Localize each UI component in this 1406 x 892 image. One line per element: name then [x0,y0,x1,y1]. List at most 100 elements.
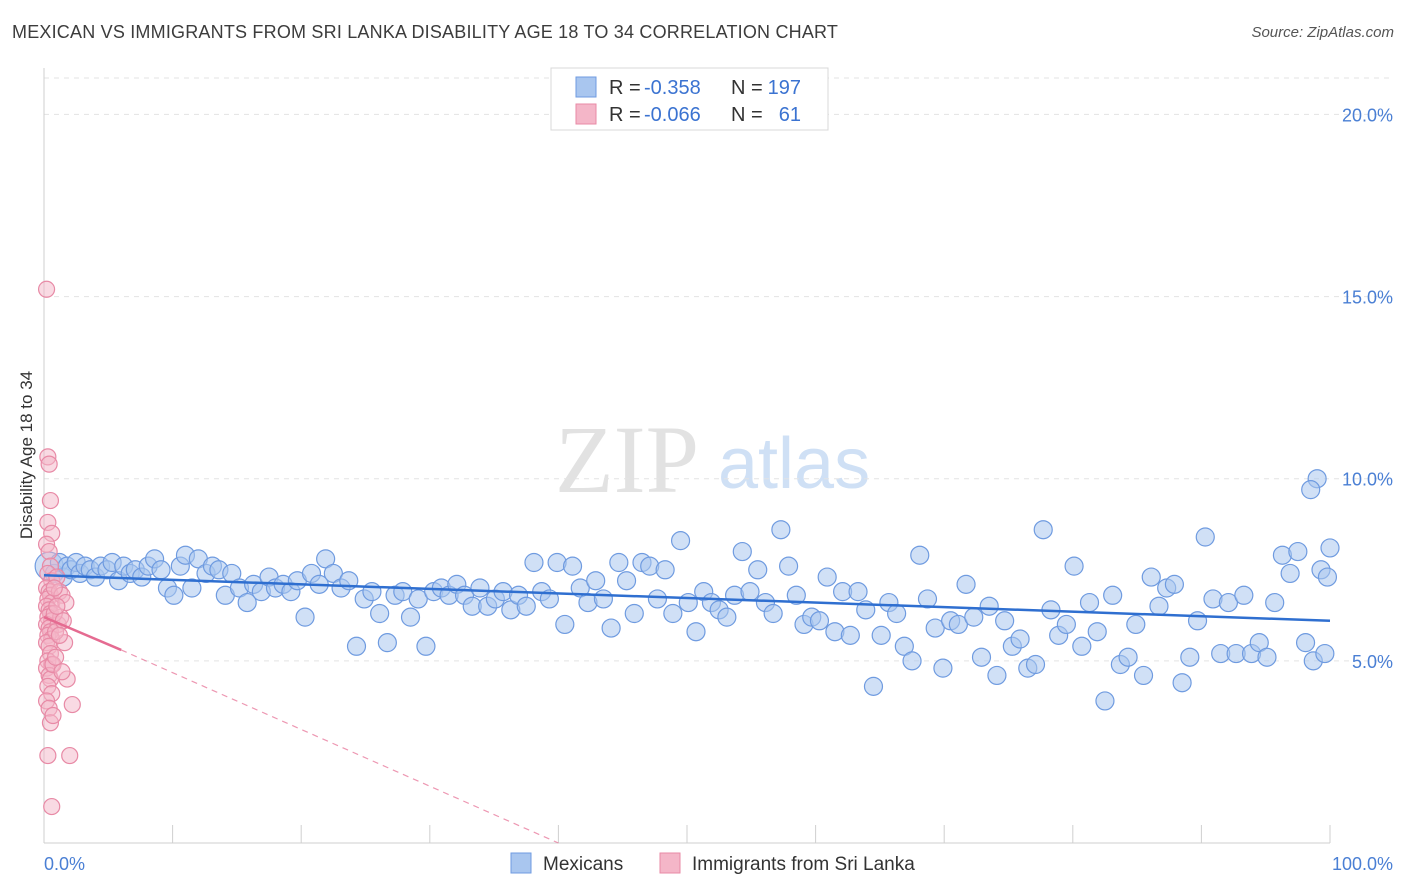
mexicans-point [1164,574,1184,594]
y-tick-label: 5.0% [1352,652,1393,672]
mexicans-point [524,552,544,573]
mexicans-point [933,658,953,678]
mexicans-point [1087,622,1107,642]
mexicans-point [987,665,1007,686]
mexicans-point [979,596,999,616]
sri-lanka-point [43,797,61,816]
mexicans-point [624,603,644,624]
y-axis-label: Disability Age 18 to 34 [17,371,36,539]
sri-lanka-trend-extension [120,649,559,844]
mexicans-point [1033,520,1053,540]
mexicans-point [863,676,884,696]
mexicans-point [609,552,629,573]
sri-lanka-trend-line [43,615,122,652]
mexicans-point [956,574,976,594]
mexicans-point [295,607,315,627]
mexicans-point [917,589,938,609]
sri-lanka-point [53,663,71,681]
mexicans-point [871,625,891,645]
mexicans-point [655,560,675,580]
mexicans-point [1126,614,1146,635]
mexicans-points [34,469,1340,711]
chart-title: MEXICAN VS IMMIGRANTS FROM SRI LANKA DIS… [12,22,839,42]
watermark-zip: ZIP [555,406,699,513]
mexicans-point [1025,654,1046,675]
mexicans-point [164,585,184,605]
mexicans-point [1079,592,1100,613]
mexicans-point [377,633,397,653]
mexicans-point [1295,633,1316,653]
mexicans-point [809,611,830,631]
mexicans-point [1265,592,1285,613]
gridlines [44,77,1392,662]
legend-r-value-2: -0.066 [644,104,701,126]
mexicans-point [663,603,683,624]
mexicans-point [1072,636,1092,656]
mexicans-point [346,636,367,656]
mexicans-point [1301,480,1321,500]
mexicans-point [717,607,737,627]
legend-swatch-sri-lanka [575,103,597,125]
sri-lanka-point [40,455,58,473]
x-tick-label-max: 100.0% [1332,854,1393,874]
mexicans-point [237,592,257,613]
mexicans-point [182,578,202,598]
mexicans-point [771,520,791,540]
sri-lanka-point [46,648,65,666]
mexicans-point [786,585,806,605]
legend-n-value-2: 61 [779,104,801,126]
mexicans-point [1315,643,1335,664]
mexicans-point [964,607,984,627]
mexicans-point [848,582,868,602]
sri-lanka-point [41,491,60,510]
mexicans-point [1133,665,1154,686]
mexicans-point [1317,567,1338,587]
mexicans-point [1218,592,1239,613]
mexicans-point [1064,556,1084,576]
mexicans-point [1141,567,1161,587]
mexicans-point [1172,673,1192,693]
sri-lanka-point [45,579,63,597]
mexicans-point [370,603,390,624]
watermark-atlas: atlas [718,424,870,504]
mexicans-point [1103,585,1123,605]
mexicans-point [400,607,421,627]
mexicans-point [948,614,968,635]
legend: R = -0.358 N = 197 R = -0.066 N = 61 [550,67,829,131]
mexicans-point [817,567,837,587]
bottom-legend-swatch-sri-lanka [659,852,681,874]
mexicans-point [151,560,171,580]
mexicans-point [1257,647,1277,667]
mexicans-point [362,582,382,602]
mexicans-point [516,596,536,616]
mexicans-point [887,603,907,624]
mexicans-point [910,545,930,565]
legend-r-label-2: R = [609,104,641,126]
mexicans-point [408,589,428,609]
axes: 5.0% 10.0% 15.0% 20.0% [43,68,1393,844]
y-tick-label: 10.0% [1342,470,1393,490]
mexicans-trend-line [43,574,1331,623]
mexicans-point [593,589,614,609]
mexicans-point [748,560,768,580]
mexicans-point [1149,596,1169,616]
bottom-legend-mexicans: Mexicans [543,854,623,875]
mexicans-point [1187,611,1208,631]
mexicans-point [763,603,783,624]
sri-lanka-point [40,542,58,561]
legend-n-label-2: N = [731,104,763,126]
mexicans-point [1095,691,1115,711]
mexicans-point [616,571,637,591]
legend-n-label-1: N = [731,77,763,99]
mexicans-point [902,651,922,671]
mexicans-point [1234,585,1254,605]
mexicans-point [1320,538,1340,558]
bottom-legend-sri-lanka: Immigrants from Sri Lanka [692,854,915,875]
y-tick-label: 15.0% [1342,288,1393,308]
x-tick-label-min: 0.0% [44,854,85,874]
legend-r-label-1: R = [609,77,641,99]
legend-r-value-1: -0.358 [644,77,701,99]
y-tick-label: 20.0% [1342,105,1393,125]
mexicans-point [971,647,992,667]
